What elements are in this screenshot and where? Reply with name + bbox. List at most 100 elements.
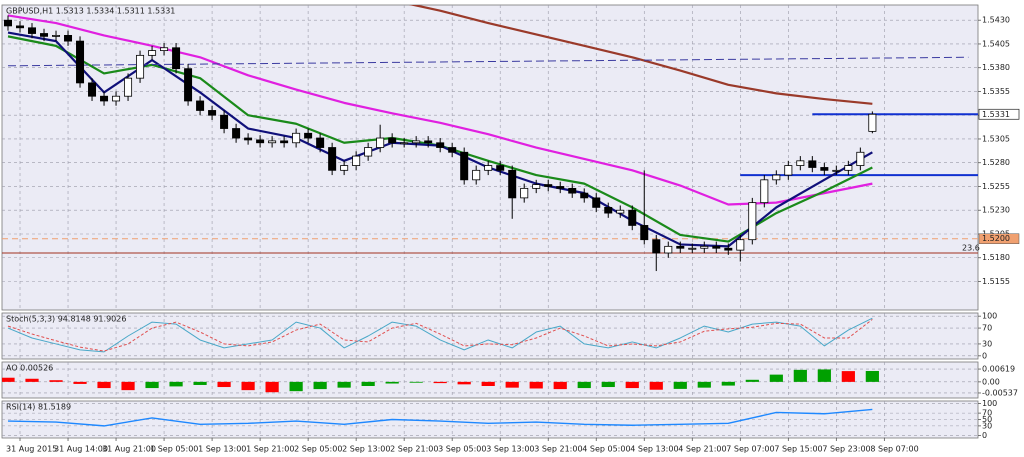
candle-body (40, 33, 49, 37)
y-tick-label: 0 (982, 431, 987, 440)
candle-body (388, 137, 397, 144)
x-tick-label: 1 Sep 21:00 (246, 445, 294, 454)
x-tick-label: 31 Aug 2015 (6, 445, 57, 454)
y-tick-label: 1.5305 (982, 134, 1010, 143)
ao-bar (265, 381, 279, 393)
candle-body (832, 169, 841, 172)
y-tick-label: 50 (982, 415, 992, 424)
candle-body (712, 245, 721, 249)
candle-body (28, 27, 37, 34)
ao-bar (601, 381, 615, 388)
candle-body (700, 245, 709, 249)
panel-layer (2, 401, 978, 438)
candle-body (172, 47, 181, 70)
ao-bar (169, 381, 183, 387)
y-tick-label: -0.00537 (982, 388, 1018, 397)
price-label: 1.5331 (982, 110, 1010, 119)
x-tick-label: 3 Sep 21:00 (534, 445, 582, 454)
candle-body (196, 100, 205, 111)
ao-bar (745, 379, 759, 382)
candle-body (280, 140, 289, 144)
candle-body (220, 114, 229, 129)
ao-bar (793, 369, 807, 382)
candle-body (796, 160, 805, 166)
y-tick-label: 1.5155 (982, 277, 1010, 286)
panel-title: AO 0.00526 (6, 364, 53, 373)
ao-bar (769, 374, 783, 382)
candle-body (232, 128, 241, 139)
candle-body (472, 169, 481, 181)
ao-bar (625, 381, 639, 389)
candle-body (580, 192, 589, 199)
candle-body (808, 160, 817, 168)
indicator-line (7, 408, 873, 427)
ao-bar (409, 381, 423, 383)
y-tick-label: 0.00619 (982, 365, 1015, 374)
panel (1, 361, 979, 399)
ao-bar (361, 381, 375, 386)
x-tick-label: 2 Sep 13:00 (342, 445, 390, 454)
candle-body (316, 137, 325, 148)
ao-bar (481, 381, 495, 386)
ao-bar (313, 381, 327, 390)
ao-bar (145, 381, 159, 389)
ao-bar (25, 378, 39, 382)
panel-layer (2, 5, 978, 310)
candle-body (208, 110, 217, 116)
candle-body (664, 245, 673, 254)
indicator-line (408, 5, 873, 105)
candle-body (64, 35, 73, 42)
ao-bar (553, 381, 567, 390)
panel (1, 312, 979, 360)
x-tick-label: 3 Sep 13:00 (486, 445, 534, 454)
indicator-line (7, 56, 969, 67)
panel-layer (2, 313, 978, 359)
candle-body (400, 142, 409, 145)
candle-body (16, 25, 25, 29)
y-tick-label: 1.5405 (982, 39, 1010, 48)
y-tick-label: 70 (982, 324, 992, 333)
y-tick-label: 1.5430 (982, 16, 1010, 25)
candle-body (568, 187, 577, 194)
y-tick-label: 0 (982, 351, 987, 360)
x-tick-label: 1 Sep 05:00 (150, 445, 198, 454)
ao-bar (217, 381, 231, 388)
level-name: 23.6 (962, 243, 980, 252)
ao-bar (649, 381, 663, 390)
candle-body (364, 147, 373, 157)
candle-body (844, 165, 853, 171)
price-label-box (978, 108, 1020, 120)
candle-body (160, 47, 169, 52)
candle-body (556, 186, 565, 189)
ao-bar (2, 377, 15, 382)
panel-layer (2, 362, 978, 398)
candle-body (256, 139, 265, 144)
ao-bar (505, 381, 519, 388)
ao-bar (577, 381, 591, 389)
ao-bar (289, 381, 303, 392)
ao-bar (97, 381, 111, 389)
x-tick-label: 1 Sep 13:00 (198, 445, 246, 454)
candle-body (148, 50, 157, 56)
x-tick-label: 31 Aug 21:00 (102, 445, 156, 454)
ao-bar (673, 381, 687, 389)
candle-body (376, 137, 385, 148)
panel-title: RSI(14) 81.5189 (6, 403, 71, 412)
candle-body (520, 187, 529, 199)
y-tick-label: 1.5380 (982, 63, 1010, 72)
candle-body (592, 197, 601, 208)
candle-body (124, 77, 133, 97)
x-tick-label: 7 Sep 15:00 (774, 445, 822, 454)
x-tick-label: 2 Sep 05:00 (294, 445, 342, 454)
candle-body (652, 239, 661, 254)
x-tick-label: 7 Sep 23:00 (822, 445, 870, 454)
candle-body (544, 184, 553, 187)
candle-body (508, 169, 517, 199)
ao-bar (241, 381, 255, 391)
candle-body (100, 95, 109, 102)
candle-body (136, 54, 145, 79)
level-label: 1.5200 (982, 234, 1010, 243)
panel (1, 4, 979, 311)
ao-bar (865, 370, 879, 382)
